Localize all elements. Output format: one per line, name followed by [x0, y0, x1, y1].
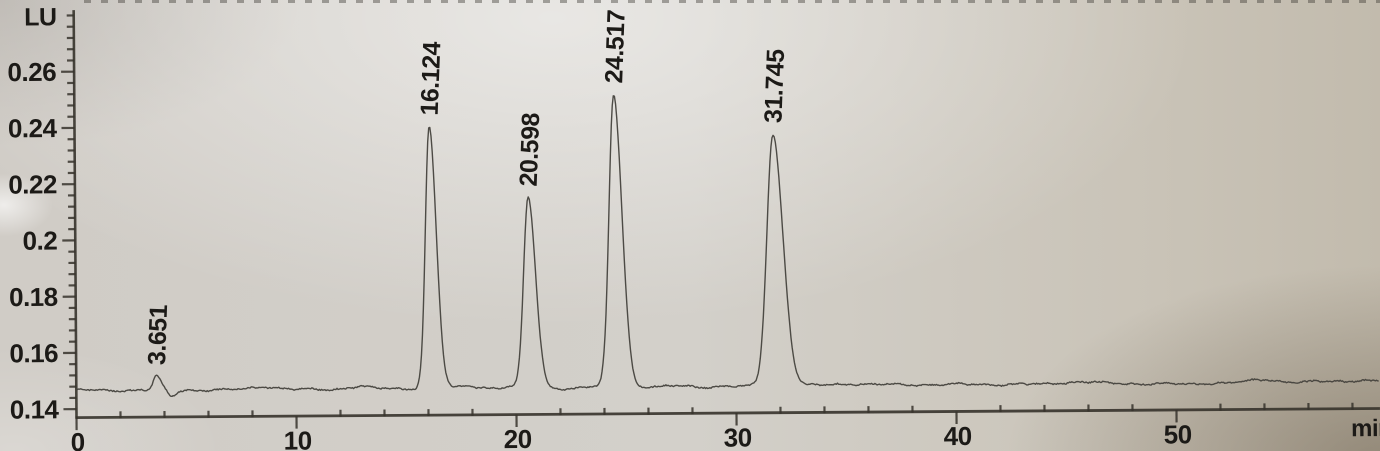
peak-label: 3.651	[143, 304, 173, 366]
peak-label: 20.598	[515, 112, 546, 187]
photo-edge-dots	[84, 0, 1380, 3]
y-tick-label: 0.2	[23, 226, 58, 256]
chromatogram-trace	[75, 95, 1379, 398]
peak-label: 16.124	[416, 41, 447, 116]
x-tick-label: 10	[284, 425, 312, 451]
peak-label: 24.517	[600, 9, 631, 83]
peak-label: 31.745	[759, 48, 790, 123]
x-tick-label: 0	[71, 427, 85, 451]
y-tick-label: 0.14	[10, 394, 60, 424]
y-tick-label: 0.24	[8, 113, 58, 143]
x-tick-label: 30	[724, 422, 752, 451]
axis-ticks	[61, 14, 1354, 431]
x-tick-label: 20	[504, 424, 532, 451]
peak-labels: 3.651 16.124 20.598 24.517 31.745	[143, 9, 790, 366]
y-tick-label: 0.26	[7, 57, 56, 87]
y-tick-label: 0.16	[9, 338, 58, 368]
x-axis-line	[75, 407, 1380, 420]
x-tick-label: 50	[1164, 419, 1192, 449]
x-tick-label: 40	[944, 421, 972, 451]
y-axis-title: LU	[24, 3, 57, 32]
axis-tick-labels: 0.14 0.16 0.18 0.2 0.22 0.24 0.26 0 10 20 30 40 50	[7, 57, 1192, 451]
x-axis-unit: min	[1351, 414, 1380, 443]
y-axis-line	[72, 10, 78, 419]
axes	[72, 10, 1380, 420]
y-tick-label: 0.22	[8, 169, 57, 199]
y-tick-label: 0.18	[9, 282, 58, 312]
